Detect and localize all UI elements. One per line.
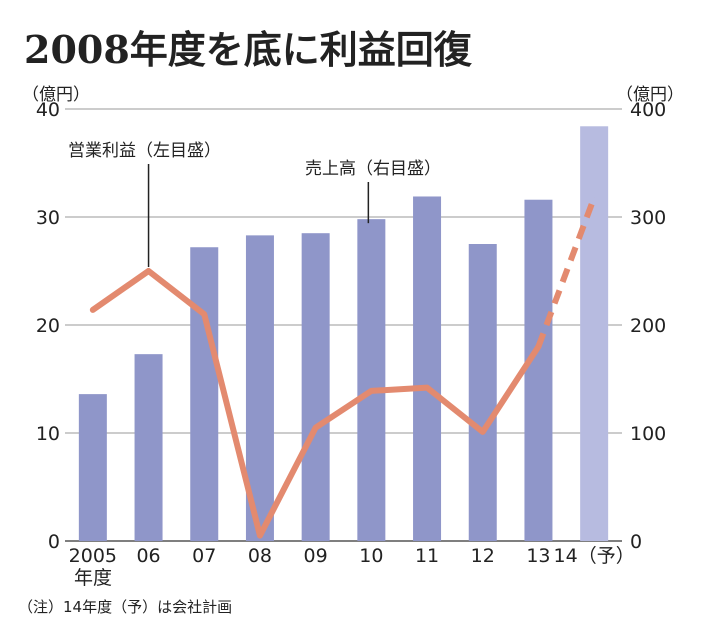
sales-bar-0: [79, 394, 107, 541]
x-tick-label-8: 13: [526, 545, 550, 567]
x-tick-label-9: 14（予）: [554, 545, 635, 567]
profit-line: [93, 197, 595, 535]
right-tick-label-1: 100: [630, 423, 666, 445]
sales-series-label: 売上高（右目盛）: [305, 159, 441, 179]
first-category-sub-label: 年度: [74, 567, 112, 589]
x-tick-label-2: 07: [192, 545, 216, 567]
right-tick-label-3: 300: [630, 207, 666, 229]
sales-bar-1: [135, 354, 163, 541]
chart-title: 2008年度を底に利益回復: [24, 27, 473, 72]
right-tick-label-2: 200: [630, 315, 666, 337]
sales-bar-8: [524, 200, 552, 541]
sales-bar-7: [469, 244, 497, 541]
profit-series-label: 営業利益（左目盛）: [68, 141, 221, 161]
bars: [79, 126, 608, 541]
x-tick-label-1: 06: [136, 545, 160, 567]
x-tick-label-0: 2005: [69, 545, 117, 567]
x-tick-label-6: 11: [415, 545, 439, 567]
chart-note: （注）14年度（予）は会社計画: [18, 598, 232, 616]
sales-bar-6: [413, 196, 441, 541]
sales-bar-5: [357, 219, 385, 541]
left-tick-label-0: 0: [48, 531, 60, 553]
sales-bar-4: [302, 233, 330, 541]
x-tick-label-4: 09: [304, 545, 328, 567]
right-tick-label-4: 400: [630, 99, 666, 121]
left-axis-ticks: 0 10 20 30 40: [36, 99, 60, 553]
left-tick-label-3: 30: [36, 207, 60, 229]
sales-bar-2: [190, 247, 218, 541]
left-tick-label-1: 10: [36, 423, 60, 445]
x-tick-label-7: 12: [471, 545, 495, 567]
sales-bar-9: [580, 126, 608, 541]
x-tick-label-5: 10: [359, 545, 383, 567]
left-tick-label-4: 40: [36, 99, 60, 121]
left-tick-label-2: 20: [36, 315, 60, 337]
x-tick-label-3: 08: [248, 545, 272, 567]
